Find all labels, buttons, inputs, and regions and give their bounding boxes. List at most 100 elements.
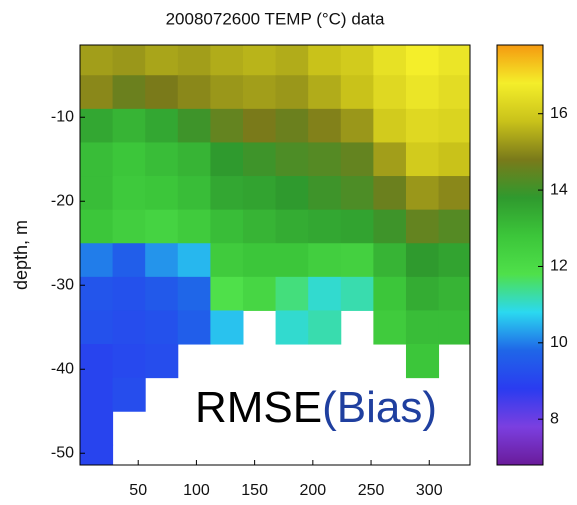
heatmap-cell (373, 310, 407, 345)
heatmap-cell (145, 310, 179, 345)
heatmap-cell (373, 209, 407, 244)
heatmap-cell (405, 176, 440, 211)
heatmap-cell (80, 310, 114, 345)
heatmap-cell (80, 377, 114, 412)
heatmap-cell (373, 176, 407, 211)
colorbar-tick-label: 8 (550, 410, 559, 427)
heatmap-cell (405, 344, 440, 379)
heatmap-cell (112, 108, 146, 143)
heatmap-cell (275, 276, 309, 311)
heatmap-cell (438, 75, 470, 110)
x-tick-label: 250 (358, 482, 385, 499)
heatmap-cell (373, 108, 407, 143)
heatmap-cell (210, 142, 244, 177)
heatmap-cell (112, 176, 146, 211)
heatmap-cell (438, 108, 470, 143)
heatmap-cell (80, 243, 114, 278)
heatmap-cell (308, 310, 342, 345)
heatmap-cell (405, 243, 440, 278)
heatmap-cell (405, 108, 440, 143)
y-tick-label: -10 (51, 108, 74, 125)
heatmap-cell (373, 75, 407, 110)
x-tick-label: 200 (299, 482, 326, 499)
heatmap-cell (308, 243, 342, 278)
heatmap-cell (308, 45, 342, 76)
heatmap-cell (80, 276, 114, 311)
heatmap-cell (275, 108, 309, 143)
heatmap-cell (242, 75, 277, 110)
heatmap-cell (177, 75, 211, 110)
heatmap-cell (242, 45, 277, 76)
heatmap-cell (438, 276, 470, 311)
heatmap-cell (308, 276, 342, 311)
heatmap-cell (242, 176, 277, 211)
heatmap-cell (112, 142, 146, 177)
heatmap-cell (308, 142, 342, 177)
heatmap-cell (112, 45, 146, 76)
heatmap-cell (308, 108, 342, 143)
heatmap-cell (405, 45, 440, 76)
heatmap-cell (373, 45, 407, 76)
heatmap-cell (242, 209, 277, 244)
heatmap-cell (210, 209, 244, 244)
x-tick-label: 300 (416, 482, 443, 499)
y-tick-label: -50 (51, 444, 74, 461)
heatmap-cell (80, 45, 114, 76)
annotation: RMSE(Bias) (195, 383, 437, 432)
heatmap-cell (242, 142, 277, 177)
heatmap-cell (242, 243, 277, 278)
heatmap-cell (275, 176, 309, 211)
heatmap-cell (177, 310, 211, 345)
heatmap-cell (112, 310, 146, 345)
heatmap-cell (340, 142, 374, 177)
annotation-main: RMSE (195, 383, 322, 432)
heatmap-cell (438, 243, 470, 278)
heatmap-cell (275, 243, 309, 278)
heatmap-cell (112, 377, 146, 412)
y-tick-label: -20 (51, 192, 74, 209)
heatmap-cell (340, 243, 374, 278)
heatmap-cell (80, 411, 114, 446)
heatmap-cell (438, 176, 470, 211)
heatmap-cell (275, 75, 309, 110)
heatmap-cell (340, 45, 374, 76)
heatmap-cell (210, 108, 244, 143)
heatmap-cell (80, 108, 114, 143)
heatmap-cell (438, 310, 470, 345)
heatmap-cell (80, 209, 114, 244)
heatmap-cell (242, 276, 277, 311)
chart-title: 2008072600 TEMP (°C) data (166, 9, 385, 28)
heatmap-cell (145, 75, 179, 110)
heatmap-cell (275, 45, 309, 76)
heatmap-cell (373, 243, 407, 278)
heatmap-cell (308, 176, 342, 211)
heatmap-cell (210, 75, 244, 110)
heatmap-cell (80, 176, 114, 211)
heatmap-cell (405, 209, 440, 244)
heatmap-cell (145, 344, 179, 379)
y-axis-label: depth, m (11, 220, 31, 290)
heatmap-cell (177, 45, 211, 76)
heatmap-cell (308, 209, 342, 244)
heatmap-cell (177, 176, 211, 211)
heatmap-cell (405, 276, 440, 311)
x-tick-label: 100 (183, 482, 210, 499)
heatmap-cell (80, 344, 114, 379)
heatmap-cell (340, 108, 374, 143)
heatmap-cell (177, 209, 211, 244)
heatmap-cell (340, 176, 374, 211)
heatmap-cell (145, 276, 179, 311)
heatmap-cell (145, 142, 179, 177)
heatmap-cell (177, 142, 211, 177)
heatmap-cell (210, 276, 244, 311)
heatmap-cell (112, 209, 146, 244)
x-tick-label: 50 (129, 482, 147, 499)
heatmap-cell (145, 209, 179, 244)
colorbar-tick-label: 14 (550, 181, 568, 198)
heatmap-cell (210, 45, 244, 76)
heatmap-cell (438, 142, 470, 177)
heatmap-cell (210, 310, 244, 345)
heatmap-cell (145, 108, 179, 143)
heatmap-cell (275, 209, 309, 244)
